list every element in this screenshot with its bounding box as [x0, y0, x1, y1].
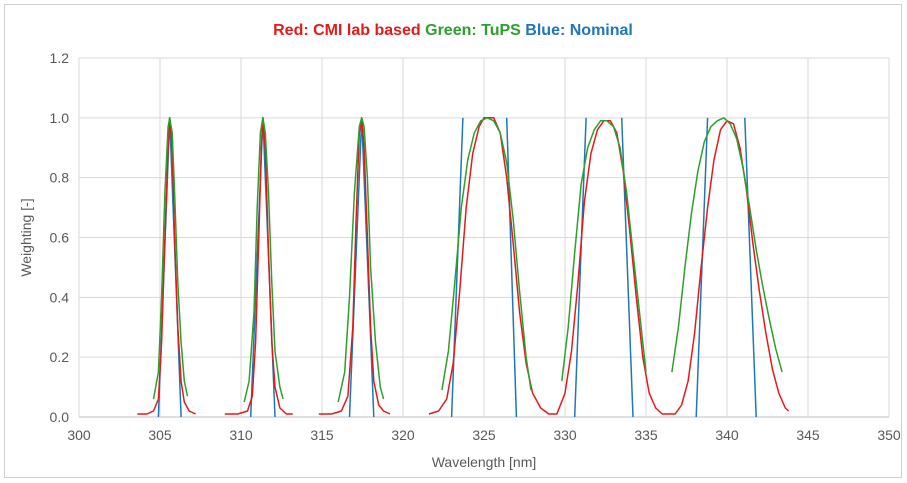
series-1-peak-3	[441, 117, 532, 391]
x-axis-label: Wavelength [nm]	[432, 454, 537, 470]
x-tick-label: 305	[148, 427, 172, 443]
y-tick-label: 1.0	[50, 110, 70, 126]
x-tick-label: 315	[310, 427, 334, 443]
y-tick-labels: 0.0 0.2 0.4 0.6 0.8 1.0 1.2	[50, 50, 70, 425]
y-tick-label: 0.2	[50, 349, 70, 365]
y-tick-label: 1.2	[50, 50, 70, 66]
x-tick-label: 330	[553, 427, 577, 443]
series-layer	[137, 117, 790, 418]
x-tick-label: 320	[391, 427, 415, 443]
y-tick-label: 0.8	[50, 170, 70, 186]
title-part-1: Green: TuPS	[421, 22, 521, 39]
series-1-peak-0	[152, 117, 189, 400]
series-2-peak-6	[620, 117, 634, 418]
y-axis-label: Weighting [-]	[18, 198, 34, 276]
x-tick-label: 310	[229, 427, 253, 443]
series-1-peak-1	[243, 117, 284, 403]
x-tick-label: 325	[472, 427, 496, 443]
series-0-peak-3	[428, 117, 790, 415]
series-2-peak-3	[450, 117, 464, 418]
series-1-peak-5	[671, 117, 783, 373]
series-2-peak-7	[695, 117, 709, 418]
x-tick-label: 300	[67, 427, 91, 443]
series-1-peak-4	[561, 120, 647, 382]
x-tick-label: 335	[634, 427, 658, 443]
title-part-2: Blue: Nominal	[521, 22, 633, 39]
grid	[78, 57, 890, 418]
y-tick-label: 0.6	[50, 230, 70, 246]
x-tick-label: 350	[877, 427, 901, 443]
chart-frame: Red: CMI lab based Green: TuPS Blue: Nom…	[4, 4, 902, 478]
y-tick-label: 0.4	[50, 289, 70, 305]
y-tick-label: 0.0	[50, 409, 70, 425]
x-tick-label: 345	[796, 427, 820, 443]
series-1-peak-2	[337, 117, 385, 403]
spectral-weighting-chart: Red: CMI lab based Green: TuPS Blue: Nom…	[18, 22, 901, 470]
x-tick-label: 340	[715, 427, 739, 443]
series-2-peak-8	[744, 117, 757, 418]
x-tick-labels: 300 305 310 315 320 325 330 335 340 345 350	[67, 427, 901, 443]
title-part-0: Red: CMI lab based	[273, 22, 421, 39]
chart-title: Red: CMI lab based Green: TuPS Blue: Nom…	[273, 22, 633, 39]
series-2-peak-4	[505, 117, 518, 418]
series-0-peak-2	[318, 117, 391, 415]
